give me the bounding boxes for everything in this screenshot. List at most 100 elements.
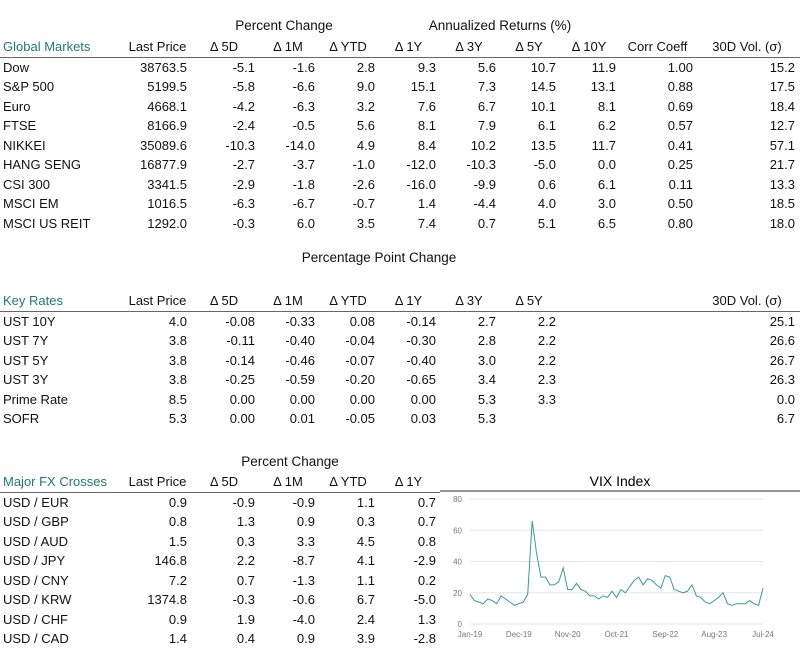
column-header: Δ 10Y: [571, 39, 607, 54]
row-label: UST 3Y: [3, 372, 49, 387]
cell-value: -0.11: [226, 333, 255, 348]
cell-value: -5.0: [413, 592, 436, 607]
table-row: MSCI US REIT 1292.0 -0.3 6.0 3.5 7.4 0.7 5.1 6.5…: [0, 214, 800, 234]
cell-value: -0.7: [352, 196, 375, 211]
cell-value: 4.0: [168, 313, 187, 329]
column-header: Δ 1M: [273, 39, 303, 54]
cell-value: 8.5: [168, 391, 187, 407]
row-label: USD / EUR: [3, 494, 69, 510]
cell-value: 1016.5: [147, 196, 187, 211]
row-label: HANG SENG: [3, 157, 82, 172]
global-markets-table: Global Markets Last Price Δ 5D Δ 1M Δ YTD Δ 1…: [0, 37, 800, 233]
cell-value: 7.9: [477, 118, 496, 133]
cell-value: -12.0: [406, 157, 436, 172]
cell-value: 0.0: [776, 391, 795, 407]
cell-value: 1.1: [356, 494, 375, 510]
cell-value: -0.20: [345, 372, 375, 387]
cell-value: 26.7: [769, 352, 795, 368]
table-row: USD / CNY 7.2 0.7 -1.3 1.1 0.2: [0, 571, 440, 591]
table-row: UST 7Y 3.8 -0.11 -0.40 -0.04 -0.30 2.8 2.2 26.6: [0, 331, 800, 351]
cell-value: 1.1: [356, 572, 375, 588]
column-header: Δ 5Y: [515, 39, 543, 54]
column-header: Δ YTD: [329, 293, 367, 308]
group-header-annualized-returns: Annualized Returns (%): [428, 18, 572, 33]
cell-value: -2.9: [232, 176, 255, 192]
cell-value: 10.2: [470, 137, 496, 153]
table-row: HANG SENG 16877.9 -2.7 -3.7 -1.0 -12.0 -10.3 -5…: [0, 155, 800, 175]
cell-value: 3.0: [597, 196, 616, 211]
cell-value: -0.33: [285, 313, 315, 329]
x-tick-label: Jul-24: [752, 630, 774, 639]
y-tick-label: 60: [453, 526, 462, 535]
cell-value: 3341.5: [147, 176, 187, 192]
cell-value: 0.4: [236, 631, 255, 646]
cell-value: 6.0: [296, 215, 315, 231]
cell-value: 5.6: [356, 118, 375, 133]
y-tick-label: 40: [453, 558, 462, 567]
row-label: FTSE: [3, 118, 37, 133]
column-header: Δ 5D: [209, 293, 239, 308]
column-header: Last Price: [128, 293, 187, 308]
cell-value: 2.7: [477, 313, 496, 329]
cell-value: 57.1: [769, 137, 795, 153]
cell-value: 0.00: [289, 391, 315, 407]
cell-value: 1.3: [417, 611, 436, 627]
cell-value: 1.4: [417, 196, 436, 211]
row-label: UST 5Y: [3, 352, 49, 368]
row-label: MSCI US REIT: [3, 215, 91, 231]
cell-value: 1.00: [667, 59, 693, 75]
cell-value: -6.3: [232, 196, 255, 211]
cell-value: 4.1: [356, 553, 375, 568]
cell-value: 0.9: [168, 611, 187, 627]
cell-value: 6.7: [776, 411, 795, 426]
cell-value: 3.8: [168, 333, 187, 348]
cell-value: -0.65: [406, 372, 436, 387]
column-header: Key Rates: [3, 293, 63, 308]
cell-value: 0.00: [410, 391, 436, 407]
vix-series-line: [469, 520, 764, 606]
cell-value: -4.2: [232, 98, 255, 114]
cell-value: 0.88: [667, 79, 693, 94]
cell-value: -2.6: [352, 176, 375, 192]
column-header: Δ YTD: [329, 474, 367, 489]
cell-value: 4668.1: [147, 98, 187, 114]
cell-value: 10.1: [530, 98, 556, 114]
cell-value: -5.0: [533, 157, 556, 172]
row-label: USD / AUD: [3, 533, 69, 549]
header-row: Major FX Crosses Last Price Δ 5D Δ 1M Δ YTD Δ…: [0, 472, 440, 493]
column-header: Δ 1M: [273, 474, 303, 489]
cell-value: -2.9: [413, 553, 436, 568]
table-row: Dow 38763.5 -5.1 -1.6 2.8 9.3 5.6 10.7 11.9 1.00 1…: [0, 58, 800, 78]
cell-value: 0.7: [236, 572, 255, 588]
cell-value: 146.8: [154, 553, 187, 568]
cell-value: 13.3: [769, 176, 795, 192]
cell-value: 18.5: [769, 196, 795, 211]
cell-value: 11.9: [591, 59, 616, 75]
cell-value: 5.6: [477, 59, 496, 75]
column-header: Global Markets: [3, 39, 91, 54]
table-row: USD / EUR 0.9 -0.9 -0.9 1.1 0.7: [0, 493, 440, 513]
cell-value: 18.4: [769, 98, 795, 114]
table-row: CSI 300 3341.5 -2.9 -1.8 -2.6 -16.0 -9.9 0.6 6.1…: [0, 175, 800, 195]
cell-value: 3.8: [168, 352, 187, 368]
cell-value: 15.1: [410, 79, 436, 94]
row-label: NIKKEI: [3, 137, 46, 153]
table-row: USD / CHF 0.9 1.9 -4.0 2.4 1.3: [0, 610, 440, 630]
vix-chart: VIX Index 0 20 40 60 80 Jan-19 Dec-19 Nov-20 Oct-…: [440, 473, 800, 639]
cell-value: 0.00: [349, 391, 375, 407]
cell-value: 3.9: [356, 631, 375, 646]
cell-value: 0.25: [667, 157, 693, 172]
cell-value: -0.04: [345, 333, 375, 348]
table-row: UST 5Y 3.8 -0.14 -0.46 -0.07 -0.40 3.0 2.2 26.7: [0, 351, 800, 371]
table-row: S&P 500 5199.5 -5.8 -6.6 9.0 15.1 7.3 14.5 13.1 0…: [0, 77, 800, 97]
row-label: UST 10Y: [3, 313, 56, 329]
cell-value: 1.9: [236, 611, 255, 627]
cell-value: 5199.5: [147, 79, 187, 94]
cell-value: -9.9: [473, 176, 496, 192]
cell-value: 0.7: [417, 494, 436, 510]
cell-value: 6.7: [477, 98, 496, 114]
cell-value: 8.1: [417, 118, 436, 133]
cell-value: -2.8: [413, 631, 436, 646]
cell-value: 0.01: [289, 411, 315, 426]
table-row: USD / JPY 146.8 2.2 -8.7 4.1 -2.9: [0, 551, 440, 571]
